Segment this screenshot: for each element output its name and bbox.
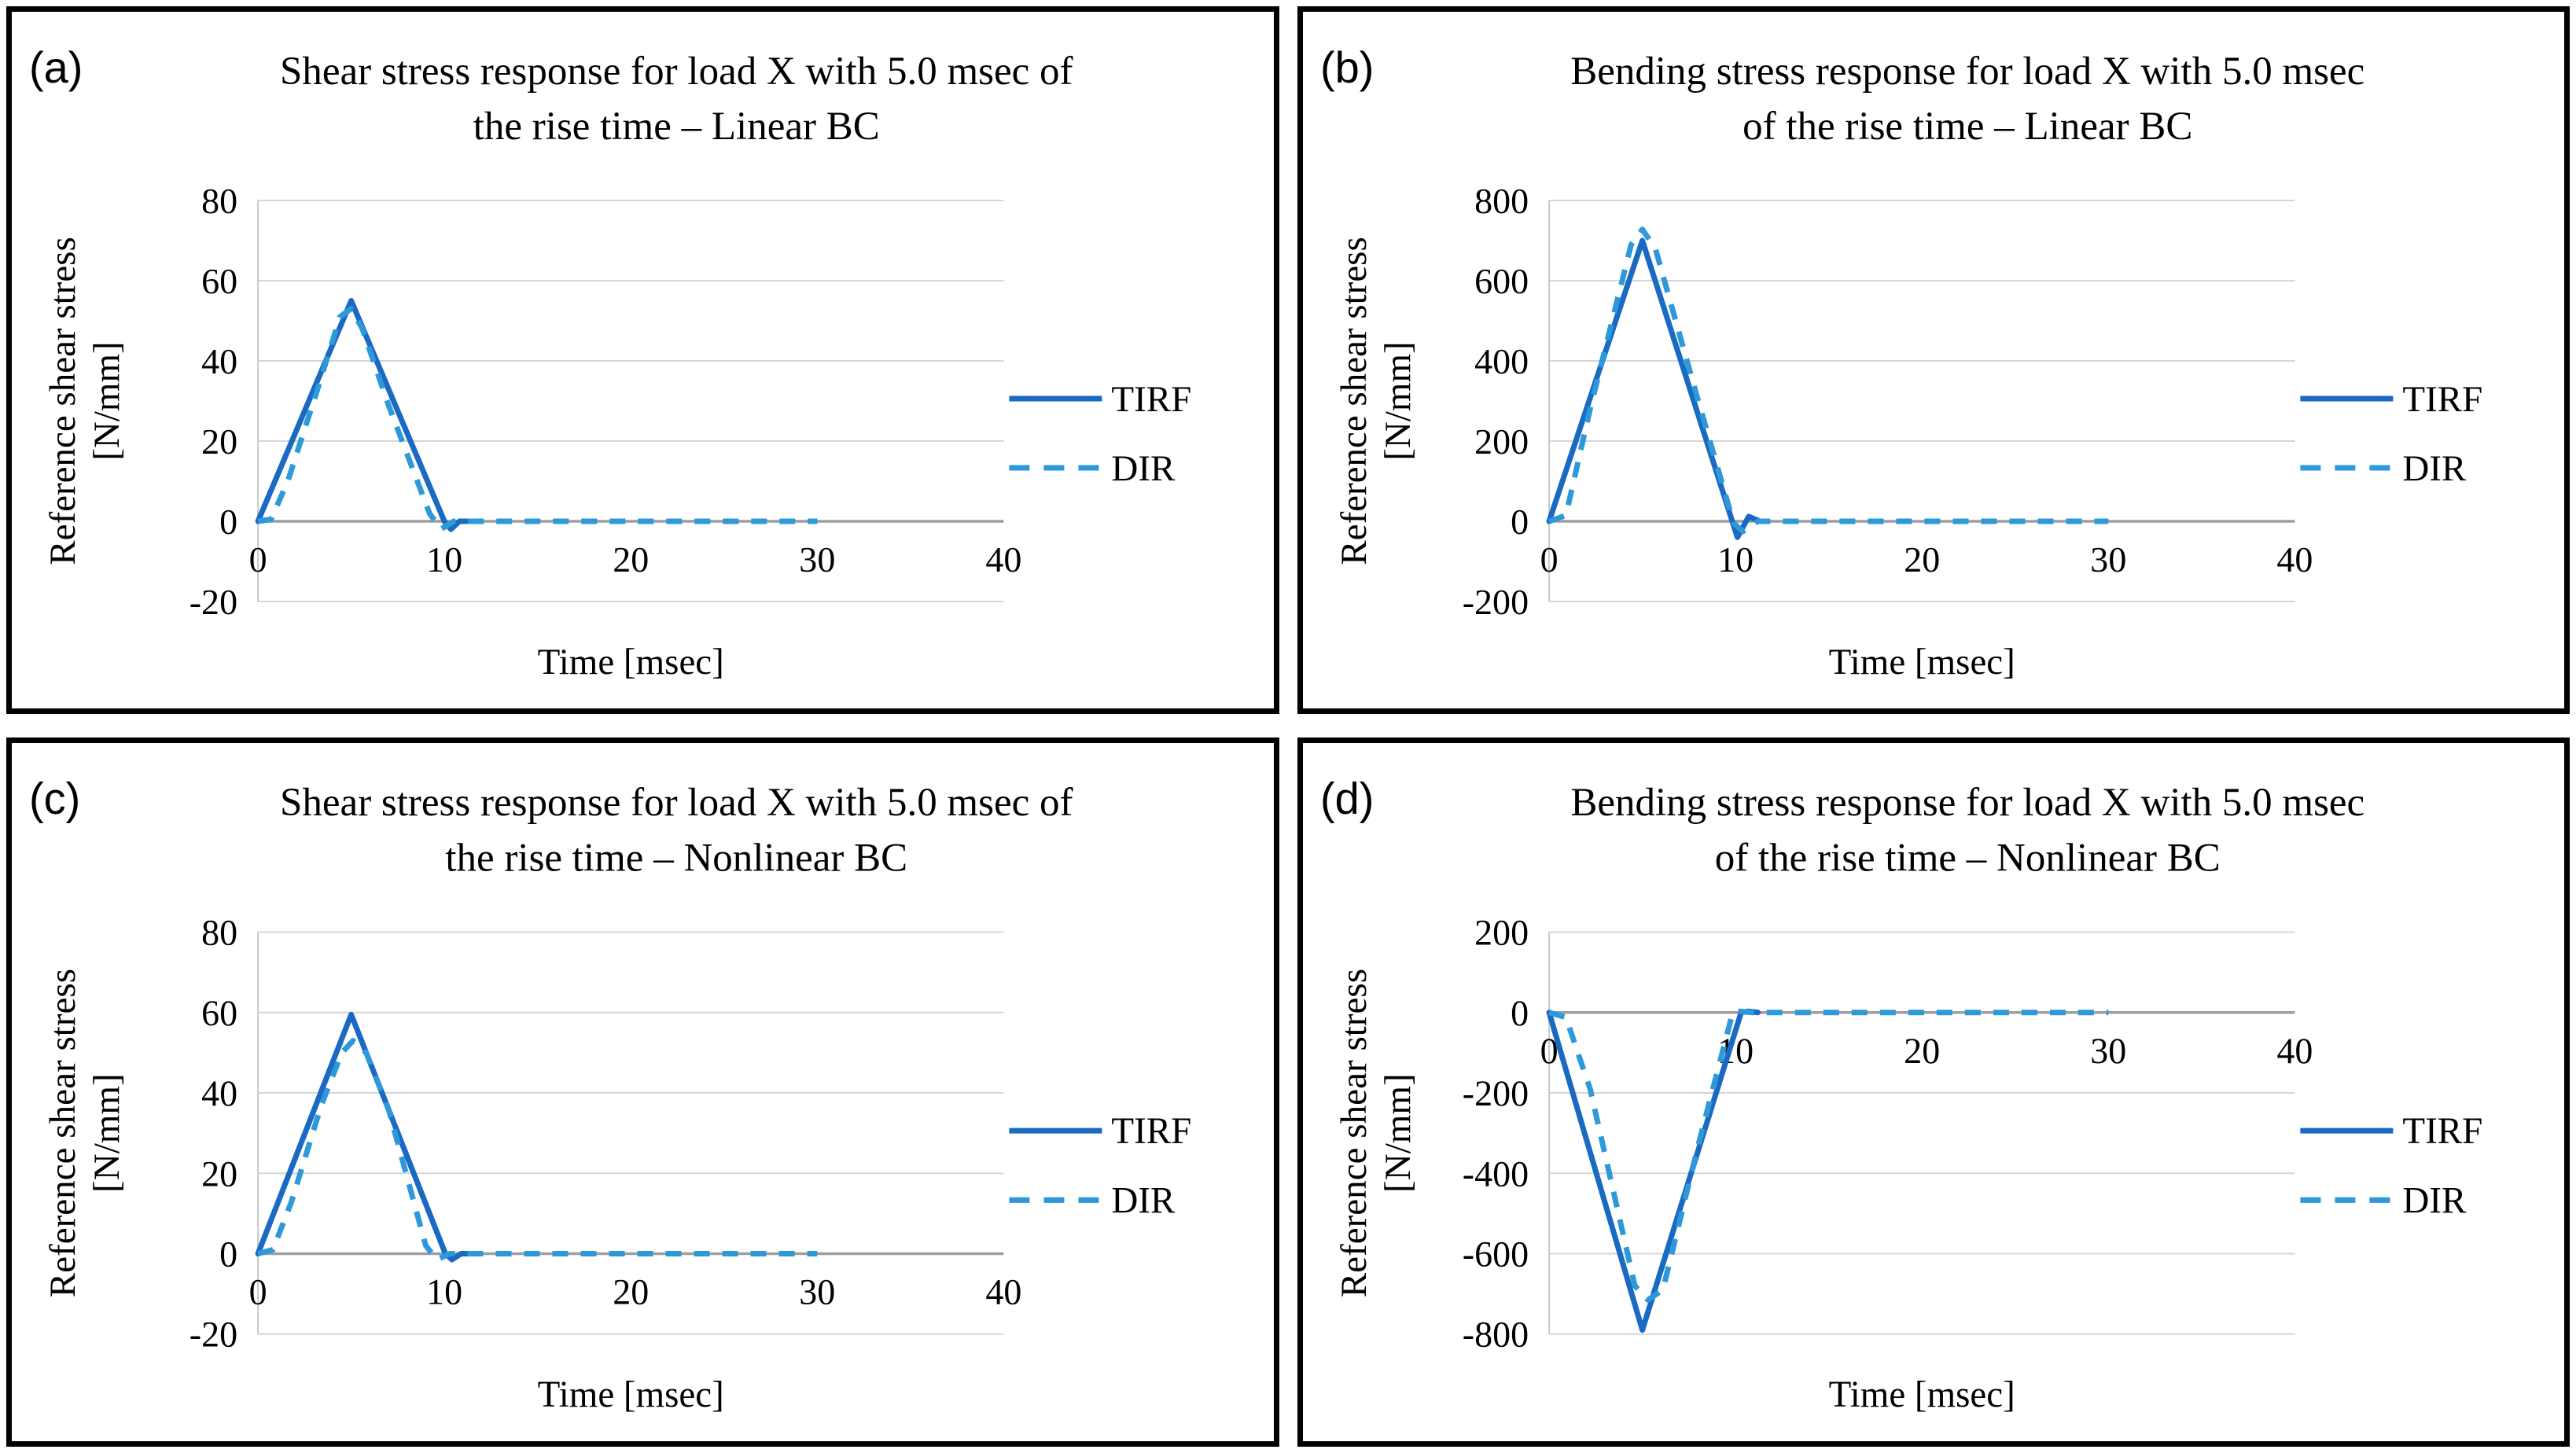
chart-canvas-b: (b) Bending stress response for load X w… xyxy=(1320,42,2482,682)
chart-title-line1: Shear stress response for load X with 5.… xyxy=(280,50,1073,94)
legend-label-TIRF: TIRF xyxy=(2402,379,2482,420)
y-tick-label: -400 xyxy=(1462,1153,1528,1194)
x-tick-label: 10 xyxy=(1717,539,1754,579)
y-tick-label: 0 xyxy=(1511,993,1529,1033)
y-axis-title-line1: Reference shear stress xyxy=(42,969,83,1297)
x-tick-label: 40 xyxy=(2276,539,2313,579)
panel-letter: (c) xyxy=(29,774,80,823)
legend-label-DIR: DIR xyxy=(2402,448,2467,489)
x-axis-title: Time [msec] xyxy=(538,1374,724,1415)
x-tick-label: 20 xyxy=(1904,539,1940,579)
legend-label-DIR: DIR xyxy=(2402,1180,2467,1221)
x-tick-label: 40 xyxy=(2276,1031,2313,1071)
y-tick-label: 800 xyxy=(1474,181,1529,221)
y-tick-label: 80 xyxy=(201,181,237,221)
panel-b: (b) Bending stress response for load X w… xyxy=(1297,6,2570,714)
legend-label-DIR: DIR xyxy=(1111,1180,1176,1221)
series-line-DIR xyxy=(1547,226,2108,535)
y-tick-label: 0 xyxy=(1511,502,1529,542)
x-axis-title: Time [msec] xyxy=(1828,1374,2015,1415)
y-axis-title-line2: [N/mm] xyxy=(1378,1073,1419,1193)
y-tick-label: -200 xyxy=(1462,582,1528,622)
chart-title-line2: the rise time – Linear BC xyxy=(473,105,880,149)
x-tick-label: 20 xyxy=(613,1272,649,1312)
x-tick-label: 20 xyxy=(1904,1031,1940,1071)
x-tick-label: 40 xyxy=(985,539,1021,579)
chart-title-line2: of the rise time – Linear BC xyxy=(1742,105,2192,149)
chart-canvas-a: (a) Shear stress response for load X wit… xyxy=(29,42,1192,682)
legend-label-TIRF: TIRF xyxy=(1111,379,1191,420)
chart-title-line2: the rise time – Nonlinear BC xyxy=(445,835,907,880)
y-axis-title-line1: Reference shear stress xyxy=(1334,237,1374,565)
y-tick-label: -200 xyxy=(1462,1073,1528,1113)
y-tick-label: 80 xyxy=(201,913,237,953)
chart-canvas-c: (c) Shear stress response for load X wit… xyxy=(29,774,1192,1415)
panel-d: (d) Bending stress response for load X w… xyxy=(1297,738,2570,1447)
x-tick-label: 0 xyxy=(1540,539,1558,579)
y-tick-label: 60 xyxy=(201,261,237,301)
y-tick-label: 60 xyxy=(201,993,237,1033)
plot-area: 80 60 40 20 0 -20 0 10 20 30 40 TIRF DIR xyxy=(190,181,1192,622)
y-tick-label: 40 xyxy=(201,1073,237,1113)
plot-area: 80 60 40 20 0 -20 0 10 20 30 40 TIRF DIR xyxy=(190,913,1192,1355)
chart-title-line1: Bending stress response for load X with … xyxy=(1570,50,2364,94)
y-tick-label: -600 xyxy=(1462,1234,1528,1274)
x-axis-title: Time [msec] xyxy=(1828,642,2015,682)
plot-area: 800 600 400 200 0 -200 0 10 20 30 40 TIRF DIR xyxy=(1462,181,2482,622)
x-tick-label: 10 xyxy=(426,539,462,579)
y-tick-label: -800 xyxy=(1462,1315,1528,1355)
y-tick-label: 400 xyxy=(1474,341,1529,381)
y-tick-label: 200 xyxy=(1474,913,1529,953)
legend-label-TIRF: TIRF xyxy=(1111,1111,1191,1152)
x-tick-label: 30 xyxy=(2090,539,2126,579)
panel-letter: (a) xyxy=(29,42,83,92)
chart-canvas-d: (d) Bending stress response for load X w… xyxy=(1320,774,2482,1415)
legend-label-TIRF: TIRF xyxy=(2402,1111,2482,1152)
chart-title-line2: of the rise time – Nonlinear BC xyxy=(1714,835,2220,880)
y-tick-label: 600 xyxy=(1474,261,1529,301)
panel-c: (c) Shear stress response for load X wit… xyxy=(6,738,1279,1447)
y-tick-label: 200 xyxy=(1474,421,1529,462)
y-axis-title-line2: [N/mm] xyxy=(86,341,127,460)
x-tick-label: 30 xyxy=(2090,1031,2126,1071)
y-axis-title-line1: Reference shear stress xyxy=(42,237,83,565)
series-line-DIR xyxy=(257,306,818,532)
series-line-TIRF xyxy=(1546,237,1762,540)
y-tick-label: 20 xyxy=(201,421,237,462)
y-axis-title-line2: [N/mm] xyxy=(1378,341,1419,460)
y-tick-label: -20 xyxy=(190,1315,237,1355)
x-tick-label: 30 xyxy=(799,539,835,579)
panel-letter: (b) xyxy=(1320,42,1374,92)
x-axis-title: Time [msec] xyxy=(538,642,724,682)
x-tick-label: 10 xyxy=(426,1272,462,1312)
x-tick-label: 0 xyxy=(249,1272,267,1312)
y-axis-title-line2: [N/mm] xyxy=(86,1073,127,1193)
y-tick-label: 40 xyxy=(201,341,237,381)
panel-letter: (d) xyxy=(1320,774,1374,823)
y-axis-title-line1: Reference shear stress xyxy=(1334,969,1374,1297)
series-line-DIR xyxy=(257,1038,818,1263)
y-tick-label: 0 xyxy=(219,502,237,542)
y-tick-label: 20 xyxy=(201,1153,237,1194)
series-line-DIR xyxy=(1547,1008,2108,1303)
x-tick-label: 40 xyxy=(985,1272,1021,1312)
panel-a: (a) Shear stress response for load X wit… xyxy=(6,6,1279,714)
legend-label-DIR: DIR xyxy=(1111,448,1176,489)
x-tick-label: 20 xyxy=(613,539,649,579)
chart-title-line1: Bending stress response for load X with … xyxy=(1570,780,2364,825)
x-tick-label: 0 xyxy=(1540,1031,1558,1071)
x-tick-label: 0 xyxy=(249,539,267,579)
x-tick-label: 30 xyxy=(799,1272,835,1312)
chart-title-line1: Shear stress response for load X with 5.… xyxy=(280,780,1073,825)
y-tick-label: 0 xyxy=(219,1234,237,1274)
y-tick-label: -20 xyxy=(190,582,237,622)
